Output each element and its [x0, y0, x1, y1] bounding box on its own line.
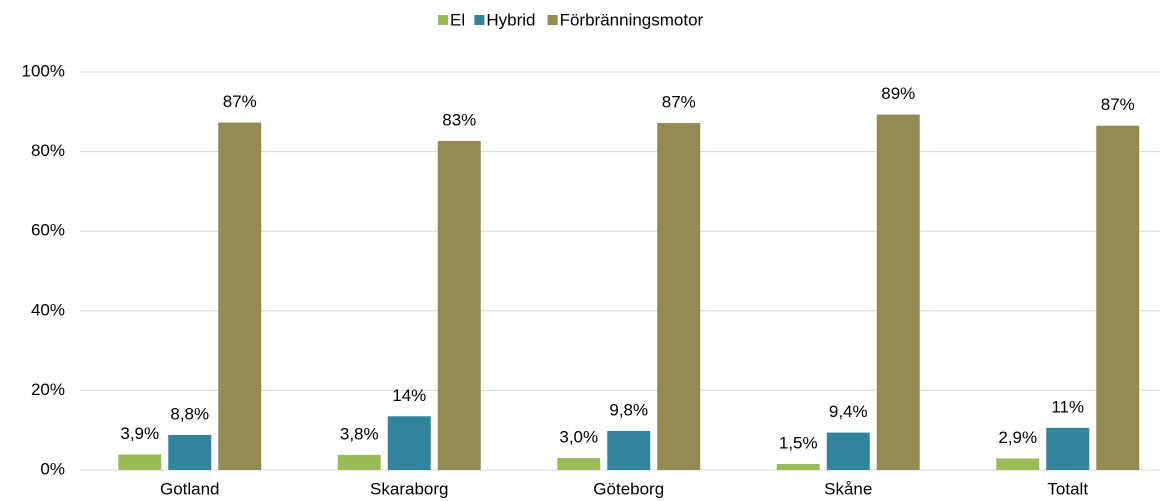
bar: [168, 434, 212, 470]
value-label: 3,9%: [120, 424, 159, 443]
y-tick-label: 20%: [31, 380, 65, 399]
bar: [218, 122, 262, 471]
bar: [337, 454, 381, 470]
value-label: 87%: [223, 92, 257, 111]
x-tick-label: Gotland: [160, 479, 220, 498]
y-tick-label: 60%: [31, 221, 65, 240]
value-label: 9,8%: [609, 400, 648, 419]
x-tick-label: Skaraborg: [370, 479, 448, 498]
x-tick-label: Göteborg: [593, 479, 664, 498]
legend-swatch: [547, 15, 558, 25]
legend-label: El: [450, 10, 465, 29]
y-tick-label: 80%: [31, 141, 65, 160]
bar: [826, 432, 870, 470]
y-tick-label: 40%: [31, 300, 65, 319]
value-label: 83%: [442, 110, 476, 129]
value-label: 89%: [881, 84, 915, 103]
bar: [657, 122, 701, 470]
bar: [607, 430, 651, 470]
x-tick-label: Skåne: [824, 479, 872, 498]
bar: [1046, 427, 1090, 470]
legend-label: Förbränningsmotor: [560, 10, 704, 29]
bar: [557, 458, 601, 470]
bar: [996, 458, 1040, 470]
value-label: 11%: [1051, 397, 1084, 416]
legend-swatch: [438, 15, 448, 25]
y-tick-label: 100%: [22, 61, 65, 80]
value-label: 3,0%: [559, 428, 598, 447]
value-label: 87%: [662, 92, 696, 111]
x-tick-label: Totalt: [1047, 479, 1088, 498]
bar: [1096, 125, 1140, 470]
value-label: 8,8%: [170, 404, 209, 423]
value-label: 2,9%: [998, 428, 1037, 447]
bar: [876, 114, 920, 470]
value-label: 3,8%: [340, 424, 379, 443]
legend-swatch: [474, 15, 485, 25]
bar: [387, 416, 431, 470]
bar: [776, 464, 820, 470]
y-tick-label: 0%: [40, 459, 65, 478]
bar: [437, 140, 481, 470]
value-label: 9,4%: [829, 402, 868, 421]
value-label: 87%: [1101, 95, 1135, 114]
bar: [118, 454, 162, 470]
legend-label: Hybrid: [486, 10, 535, 29]
value-label: 1,5%: [779, 434, 818, 453]
value-label: 14%: [392, 386, 426, 405]
